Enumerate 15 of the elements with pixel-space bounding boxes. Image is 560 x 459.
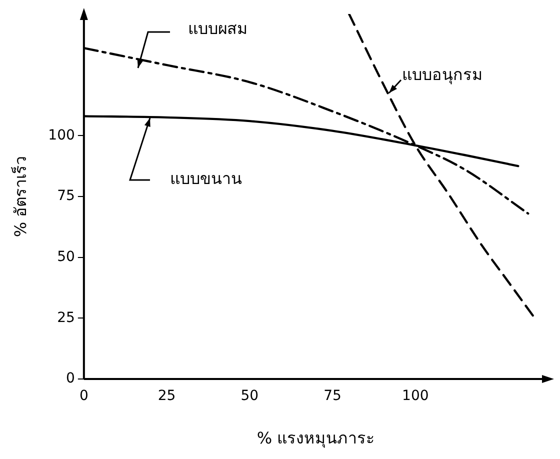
y-axis-title: % อัตราเร็ว xyxy=(10,156,30,238)
series-label: แบบผสม xyxy=(188,19,248,38)
x-tick-label: 50 xyxy=(240,388,259,404)
y-tick-label: 0 xyxy=(66,370,75,387)
y-tick-label: 25 xyxy=(57,310,75,326)
x-tick-label: 25 xyxy=(158,388,176,404)
x-tick-label: 100 xyxy=(402,388,429,404)
x-axis-title: % แรงหมุนภาระ xyxy=(256,428,376,449)
y-tick-label: 100 xyxy=(48,127,75,144)
text: แบบขนาน xyxy=(170,169,242,188)
x-tick-label: 0 xyxy=(79,388,88,404)
y-tick-label: 75 xyxy=(57,188,75,204)
x-tick-label: 75 xyxy=(324,388,342,404)
series-label: แบบอนุกรม xyxy=(402,65,483,86)
y-tick-label: 50 xyxy=(57,248,75,265)
